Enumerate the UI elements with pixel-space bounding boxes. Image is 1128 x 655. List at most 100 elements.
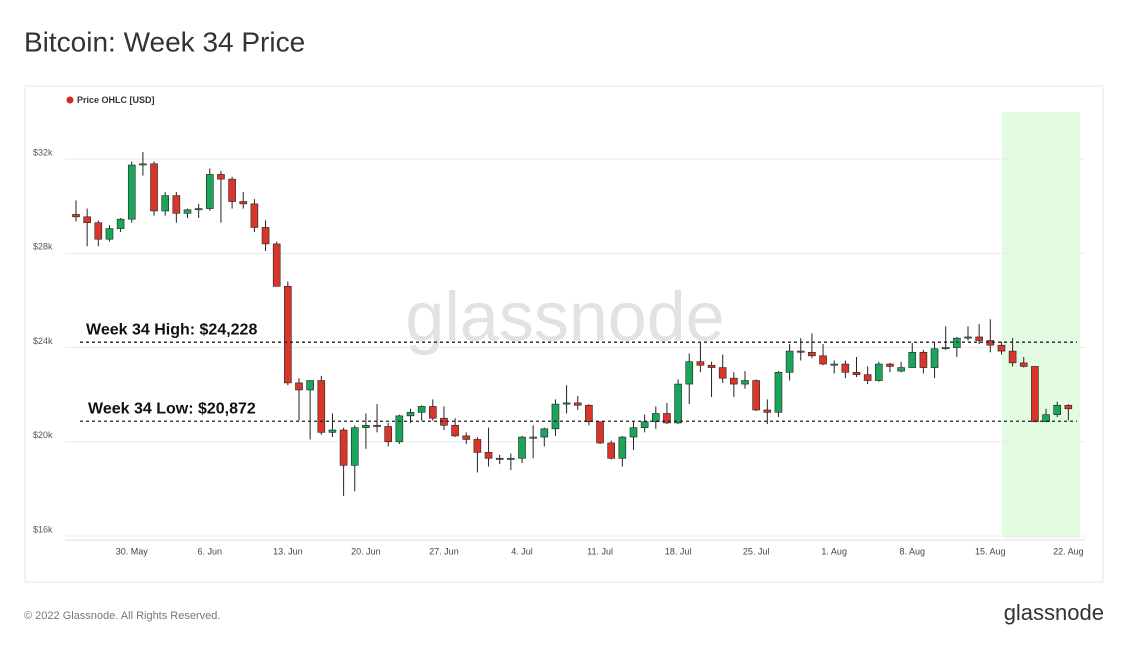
legend-marker: [66, 96, 74, 104]
candle-body: [495, 457, 504, 460]
candle-body: [551, 403, 560, 430]
candle-body: [406, 412, 415, 417]
candle-body: [696, 361, 705, 366]
candle-body: [975, 336, 983, 341]
candle-body: [217, 174, 225, 180]
candle-body: [573, 402, 582, 406]
candle-body: [417, 406, 426, 413]
candle-body: [518, 436, 526, 459]
candle-body: [897, 367, 905, 372]
candle-body: [194, 208, 203, 211]
x-tick-label: 18. Jul: [665, 546, 692, 556]
week-highlight: [1002, 112, 1080, 538]
candle-body: [206, 174, 214, 209]
candle-body: [707, 364, 716, 368]
candle-body: [841, 363, 850, 373]
x-tick-label: 22. Aug: [1053, 546, 1084, 556]
candle-body: [1064, 404, 1073, 410]
candle-body: [1053, 404, 1061, 415]
y-tick-label: $16k: [33, 524, 53, 534]
candle-body: [930, 348, 939, 368]
x-tick-label: 13. Jun: [273, 546, 303, 556]
candle-body: [484, 452, 493, 459]
candle-body: [651, 413, 660, 423]
candle-body: [384, 426, 393, 443]
candle-body: [328, 429, 337, 433]
candle-body: [718, 367, 727, 379]
candle-body: [462, 435, 471, 440]
candle-body: [1008, 350, 1017, 364]
candle-body: [986, 340, 995, 346]
candle-body: [428, 406, 437, 419]
x-tick-label: 15. Aug: [975, 546, 1006, 556]
candle-body: [785, 350, 794, 373]
candle-body: [585, 404, 593, 423]
candle-body: [830, 363, 839, 366]
x-tick-label: 8. Aug: [899, 546, 925, 556]
candle-body: [908, 351, 917, 368]
x-tick-label: 6. Jun: [198, 546, 223, 556]
candle-body: [161, 195, 169, 212]
candle-body: [183, 209, 192, 214]
candle-body: [373, 424, 381, 427]
candle-body: [941, 347, 950, 350]
y-tick-label: $32k: [33, 147, 53, 157]
candle-body: [674, 383, 682, 424]
watermark: glassnode: [405, 277, 724, 355]
x-tick-label: 20. Jun: [351, 546, 381, 556]
candle-body: [529, 436, 537, 439]
footer: © 2022 Glassnode. All Rights Reserved.: [24, 610, 220, 622]
candle-body: [596, 421, 604, 444]
candle-body: [663, 413, 671, 424]
candle-body: [874, 363, 883, 381]
candle-body: [395, 415, 404, 443]
candle-body: [507, 457, 515, 460]
candle-body: [339, 429, 348, 466]
candle-body: [752, 380, 760, 411]
candle-body: [261, 227, 270, 245]
candle-body: [808, 351, 816, 357]
candle-body: [1019, 362, 1028, 367]
candle-body: [886, 363, 894, 367]
page-title: Bitcoin: Week 34 Price: [24, 26, 305, 57]
x-tick-label: 30. May: [116, 546, 149, 556]
x-tick-label: 1. Aug: [821, 546, 847, 556]
legend-label: Price OHLC [USD]: [77, 95, 155, 105]
plot-area: $16k $20k $24k $28k $32k 30. May 6. Jun 13. Jun…: [33, 147, 1085, 556]
y-tick-label: $28k: [33, 242, 53, 252]
logo: glassnode: [1004, 600, 1104, 625]
candle-body: [94, 222, 103, 240]
candle-body: [139, 163, 147, 166]
candle-body: [618, 436, 627, 459]
candle-body: [116, 218, 125, 229]
candle-body: [685, 361, 694, 385]
candle-body: [640, 421, 649, 428]
candle-body: [997, 344, 1006, 352]
candle-body: [763, 409, 772, 413]
candle-body: [730, 377, 738, 385]
candle-body: [919, 351, 928, 368]
candle-body: [796, 350, 805, 353]
candle-body: [295, 382, 303, 391]
candle-body: [317, 380, 326, 433]
candle-body: [852, 371, 861, 375]
candle-body: [741, 380, 749, 385]
candle-body: [150, 163, 158, 212]
x-tick-label: 4. Jul: [511, 546, 533, 556]
x-tick-label: 11. Jul: [587, 546, 613, 556]
candle-body: [540, 428, 549, 438]
candle-body: [964, 336, 972, 339]
candle-body: [250, 203, 259, 228]
candle-body: [350, 427, 359, 466]
candle-body: [629, 427, 638, 438]
candle-body: [272, 243, 281, 287]
y-tick-label: $24k: [33, 336, 53, 346]
candle-body: [562, 402, 571, 405]
candle-body: [172, 195, 181, 214]
x-tick-label: 25. Jul: [743, 546, 770, 556]
candle-body: [774, 371, 783, 413]
candle-body: [819, 355, 827, 365]
candle-body: [473, 439, 482, 453]
y-tick-label: $20k: [33, 430, 53, 440]
candle-body: [284, 286, 292, 384]
